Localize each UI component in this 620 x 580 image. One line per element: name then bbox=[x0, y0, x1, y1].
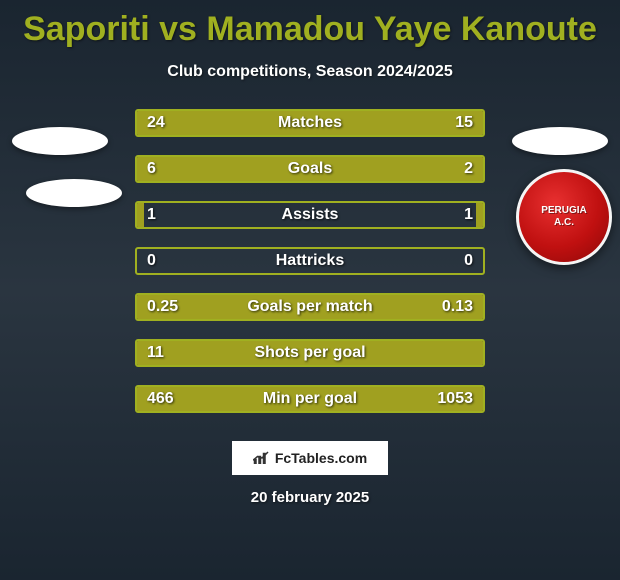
page-title: Saporiti vs Mamadou Yaye Kanoute bbox=[0, 0, 620, 49]
footer-brand-label: FcTables.com bbox=[275, 450, 367, 466]
stat-label: Goals per match bbox=[137, 295, 483, 319]
player-left-avatar bbox=[8, 115, 112, 219]
stat-row: 62Goals bbox=[135, 155, 485, 183]
stat-row: 2415Matches bbox=[135, 109, 485, 137]
stat-label: Hattricks bbox=[137, 249, 483, 273]
stat-bars: 2415Matches 62Goals 11Assists 00Hattricks 0.… bbox=[135, 109, 485, 431]
stat-label: Shots per goal bbox=[137, 341, 483, 365]
stat-row: 0.250.13Goals per match bbox=[135, 293, 485, 321]
stat-label: Assists bbox=[137, 203, 483, 227]
stat-label: Min per goal bbox=[137, 387, 483, 411]
stat-label: Matches bbox=[137, 111, 483, 135]
club-badge-sub: A.C. bbox=[541, 217, 587, 229]
stat-label: Goals bbox=[137, 157, 483, 181]
page-subtitle: Club competitions, Season 2024/2025 bbox=[0, 63, 620, 81]
club-badge-label: PERUGIA A.C. bbox=[541, 205, 587, 229]
footer-date: 20 february 2025 bbox=[0, 489, 620, 506]
avatar-oval-icon bbox=[512, 127, 608, 155]
stat-row: 4661053Min per goal bbox=[135, 385, 485, 413]
stats-area: PERUGIA A.C. 2415Matches 62Goals 11Assists… bbox=[0, 109, 620, 429]
footer-brand[interactable]: FcTables.com bbox=[232, 441, 388, 475]
stat-row: 11Assists bbox=[135, 201, 485, 229]
chart-icon bbox=[253, 451, 271, 465]
stat-row: 11Shots per goal bbox=[135, 339, 485, 367]
club-badge-text: PERUGIA bbox=[541, 205, 587, 217]
club-badge: PERUGIA A.C. bbox=[516, 169, 612, 265]
stat-row: 00Hattricks bbox=[135, 247, 485, 275]
avatar-oval-icon bbox=[12, 127, 108, 155]
avatar-oval-icon bbox=[26, 179, 122, 207]
